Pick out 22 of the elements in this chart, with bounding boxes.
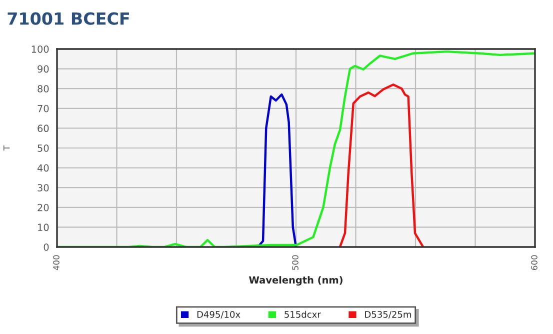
y-tick-label: 10	[38, 224, 49, 232]
x-tick-label: 400	[53, 255, 60, 270]
y-tick-label: 30	[38, 184, 49, 192]
chart-title: 71001 BCECF	[8, 12, 129, 25]
x-tick-label: 500	[292, 255, 298, 270]
x-tick-label: 600	[531, 255, 538, 270]
legend-label: D495/10x	[197, 310, 240, 319]
y-axis-title: T	[4, 145, 10, 151]
y-tick-label: 70	[38, 104, 49, 112]
legend-label: 515dcxr	[284, 310, 321, 318]
y-tick-label: 50	[38, 144, 49, 152]
y-tick-label: 20	[38, 204, 49, 212]
legend-label: D535/25m	[365, 310, 411, 319]
y-tick-label: 90	[38, 65, 49, 73]
y-tick-label: 40	[37, 164, 49, 172]
y-tick-label: 100	[32, 45, 49, 53]
y-tick-label: 0	[44, 243, 49, 251]
y-tick-label: 80	[38, 85, 49, 92]
line-series	[256, 93, 298, 247]
x-axis-title: Wavelength (nm)	[249, 276, 342, 286]
line-series	[338, 84, 424, 247]
y-tick-label: 60	[38, 124, 49, 132]
